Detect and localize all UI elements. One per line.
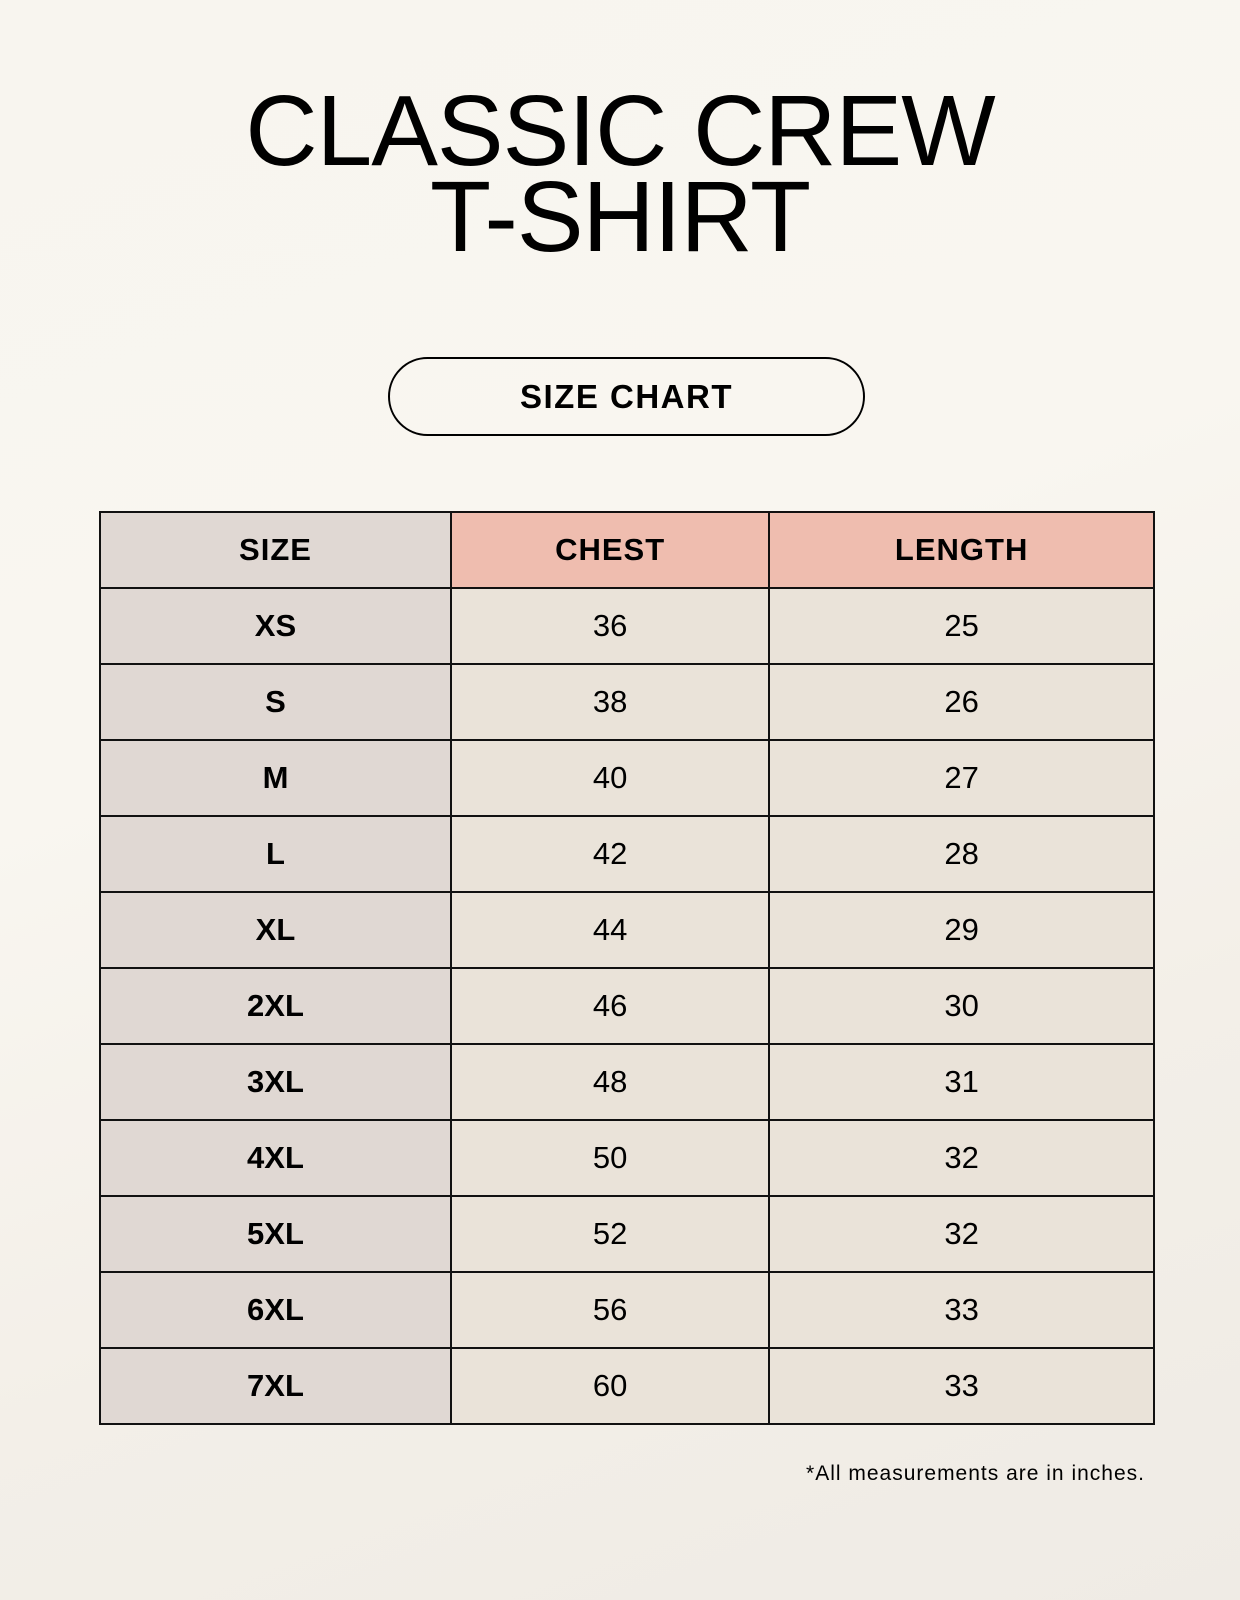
cell-chest: 44 bbox=[449, 891, 771, 969]
cell-length: 25 bbox=[768, 587, 1155, 665]
table-row: 3XL 48 31 bbox=[99, 1043, 1155, 1121]
cell-length: 33 bbox=[768, 1271, 1155, 1349]
table-row: 6XL 56 33 bbox=[99, 1271, 1155, 1349]
cell-size: 6XL bbox=[99, 1271, 452, 1349]
table-row: 7XL 60 33 bbox=[99, 1347, 1155, 1425]
header-length: LENGTH bbox=[768, 511, 1155, 589]
cell-size: 7XL bbox=[99, 1347, 452, 1425]
cell-length: 31 bbox=[768, 1043, 1155, 1121]
title-line-1: CLASSIC CREW bbox=[245, 75, 995, 187]
cell-chest: 40 bbox=[449, 739, 771, 817]
table-row: 4XL 50 32 bbox=[99, 1119, 1155, 1197]
cell-length: 32 bbox=[768, 1195, 1155, 1273]
cell-length: 26 bbox=[768, 663, 1155, 741]
cell-length: 29 bbox=[768, 891, 1155, 969]
cell-length: 27 bbox=[768, 739, 1155, 817]
table-row: L 42 28 bbox=[99, 815, 1155, 893]
cell-size: XS bbox=[99, 587, 452, 665]
cell-chest: 48 bbox=[449, 1043, 771, 1121]
cell-chest: 52 bbox=[449, 1195, 771, 1273]
table-row: 5XL 52 32 bbox=[99, 1195, 1155, 1273]
page-title: CLASSIC CREW T-SHIRT bbox=[0, 75, 1240, 273]
cell-chest: 36 bbox=[449, 587, 771, 665]
cell-size: M bbox=[99, 739, 452, 817]
table-row: XS 36 25 bbox=[99, 587, 1155, 665]
cell-length: 33 bbox=[768, 1347, 1155, 1425]
cell-size: 4XL bbox=[99, 1119, 452, 1197]
table-row: XL 44 29 bbox=[99, 891, 1155, 969]
cell-chest: 38 bbox=[449, 663, 771, 741]
cell-chest: 42 bbox=[449, 815, 771, 893]
footnote: *All measurements are in inches. bbox=[806, 1462, 1145, 1485]
cell-chest: 46 bbox=[449, 967, 771, 1045]
cell-size: S bbox=[99, 663, 452, 741]
cell-chest: 60 bbox=[449, 1347, 771, 1425]
cell-size: 3XL bbox=[99, 1043, 452, 1121]
size-table: SIZE CHEST LENGTH XS 36 25 S 38 26 M 40 27 L 42 28 X… bbox=[99, 511, 1155, 1425]
table-row: M 40 27 bbox=[99, 739, 1155, 817]
header-size: SIZE bbox=[99, 511, 452, 589]
cell-size: 5XL bbox=[99, 1195, 452, 1273]
size-chart-badge: SIZE CHART bbox=[388, 357, 865, 436]
table-row: 2XL 46 30 bbox=[99, 967, 1155, 1045]
table-header-row: SIZE CHEST LENGTH bbox=[99, 511, 1155, 589]
title-line-2: T-SHIRT bbox=[429, 161, 811, 273]
cell-chest: 50 bbox=[449, 1119, 771, 1197]
header-chest: CHEST bbox=[449, 511, 771, 589]
cell-size: L bbox=[99, 815, 452, 893]
cell-size: 2XL bbox=[99, 967, 452, 1045]
cell-length: 28 bbox=[768, 815, 1155, 893]
table-row: S 38 26 bbox=[99, 663, 1155, 741]
cell-length: 30 bbox=[768, 967, 1155, 1045]
cell-length: 32 bbox=[768, 1119, 1155, 1197]
cell-chest: 56 bbox=[449, 1271, 771, 1349]
cell-size: XL bbox=[99, 891, 452, 969]
